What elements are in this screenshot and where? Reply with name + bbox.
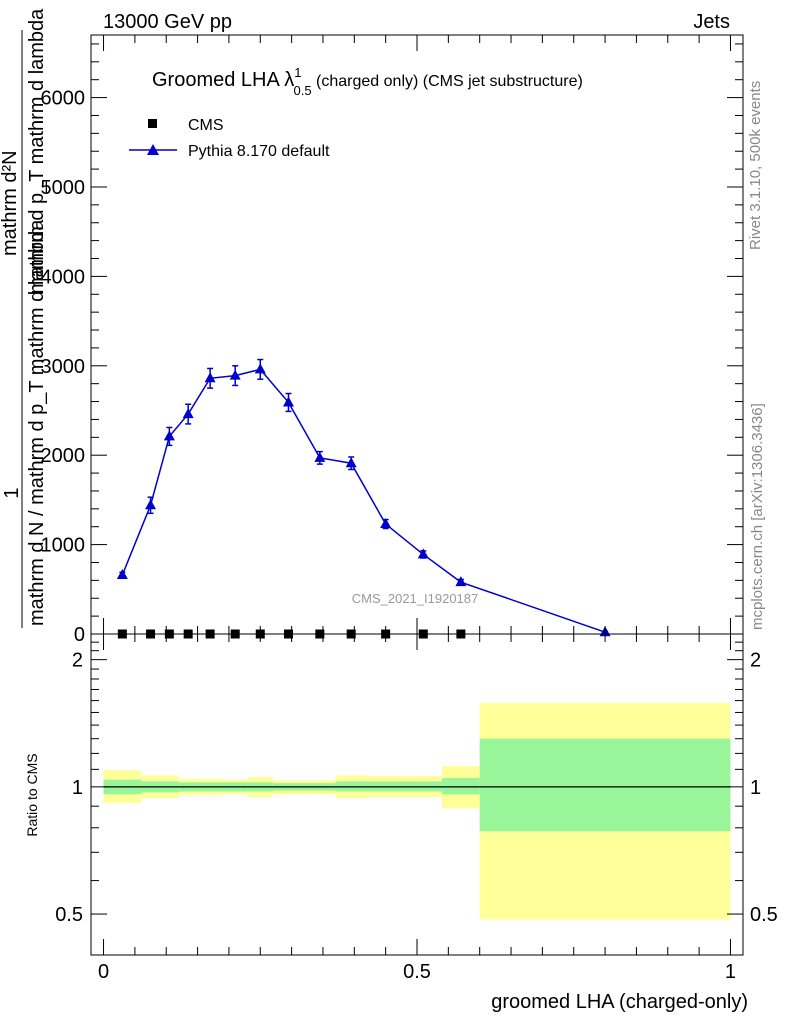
mc-point [254, 363, 266, 374]
ylabel-one: 1 [1, 487, 23, 498]
ratio-band-inner [479, 738, 731, 832]
main-ytick-label: 3000 [41, 356, 86, 378]
mc-point [163, 430, 175, 441]
ratio-ytick-label: 1 [72, 777, 83, 799]
ratio-marks [103, 702, 731, 920]
main-ytick-label: 5000 [41, 177, 86, 199]
analysis-id: CMS_2021_I1920187 [352, 591, 479, 606]
legend: CMS Pythia 8.170 default [129, 117, 330, 160]
ratio-panel: 0.5 0.5 1 1 2 2 0 0.5 1 [55, 633, 778, 983]
main-ytick-label: 2000 [41, 445, 86, 467]
ratio-ticks: 0.5 0.5 1 1 2 2 0 0.5 1 [55, 634, 778, 983]
ratio-band-inner [442, 777, 480, 795]
mc-point [182, 408, 194, 419]
header-process: Jets [693, 11, 730, 33]
mc-point [229, 369, 241, 380]
mc-point [417, 548, 429, 559]
x-axis-label: groomed LHA (charged-only) [491, 991, 748, 1013]
ratio-ytick-label: 2 [72, 650, 83, 672]
main-ytick-label: 6000 [41, 88, 86, 110]
mc-point [455, 576, 467, 587]
ylabel-numerator: mathrm d²N [0, 150, 21, 256]
legend-mc-marker [147, 144, 159, 155]
ratio-ytick-label-right: 0.5 [750, 904, 778, 926]
mc-point [380, 518, 392, 529]
rivet-label: Rivet 3.1.10, 500k events [747, 81, 764, 250]
mc-point [345, 457, 357, 468]
ratio-xtick-label: 0 [98, 961, 109, 983]
mc-point [282, 396, 294, 407]
main-ytick-label: 4000 [41, 266, 86, 288]
mc-point [314, 451, 326, 462]
ylabel-denominator-bottom: mathrm d N / mathrm d p_T mathrm d lambd… [26, 219, 48, 626]
main-ytick-label: 1000 [41, 535, 86, 557]
ylabel-denominator-top: mathrm d p_T mathrm d lambda [26, 8, 48, 294]
mc-point [204, 372, 216, 383]
header-energy: 13000 GeV pp [103, 11, 232, 33]
main-ticks: 0 1000 2000 3000 4000 5000 6000 [41, 35, 743, 646]
ratio-xtick-label: 0.5 [403, 961, 431, 983]
ratio-ytick-label-right: 1 [750, 777, 761, 799]
plot-title: Groomed LHA λ1 0.5 (charged only) (CMS je… [152, 65, 583, 98]
legend-mc-label: Pythia 8.170 default [188, 143, 330, 160]
ratio-xtick-label: 1 [725, 961, 736, 983]
mcplots-label: mcplots.cern.ch [arXiv:1306.3436] [749, 403, 766, 630]
ratio-ylabel: Ratio to CMS [24, 753, 40, 836]
main-ytick-label: 0 [74, 624, 85, 646]
ratio-ytick-label: 0.5 [55, 904, 83, 926]
main-panel: 0 1000 2000 3000 4000 5000 6000 [41, 34, 744, 646]
mc-point [145, 499, 157, 510]
ratio-ytick-label-right: 2 [750, 650, 761, 672]
mc-point [116, 568, 128, 579]
legend-cms-label: CMS [188, 117, 224, 134]
legend-cms-marker [148, 119, 157, 128]
mc-series-line [121, 368, 606, 633]
